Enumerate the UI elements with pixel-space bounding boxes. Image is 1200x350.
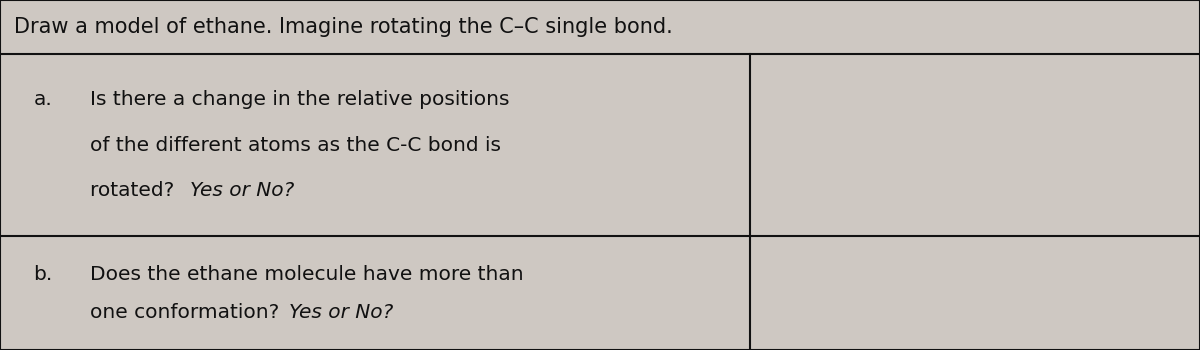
Text: of the different atoms as the C-C bond is: of the different atoms as the C-C bond i… (90, 136, 502, 155)
Text: Does the ethane molecule have more than: Does the ethane molecule have more than (90, 265, 523, 284)
Text: Is there a change in the relative positions: Is there a change in the relative positi… (90, 90, 510, 109)
Text: b.: b. (34, 265, 53, 284)
Text: Yes or No?: Yes or No? (289, 303, 394, 322)
Text: a.: a. (34, 90, 53, 109)
Text: Draw a model of ethane. Imagine rotating the C–C single bond.: Draw a model of ethane. Imagine rotating… (14, 17, 673, 37)
Text: Yes or No?: Yes or No? (190, 181, 294, 200)
Text: one conformation?: one conformation? (90, 303, 286, 322)
Text: rotated?: rotated? (90, 181, 181, 200)
